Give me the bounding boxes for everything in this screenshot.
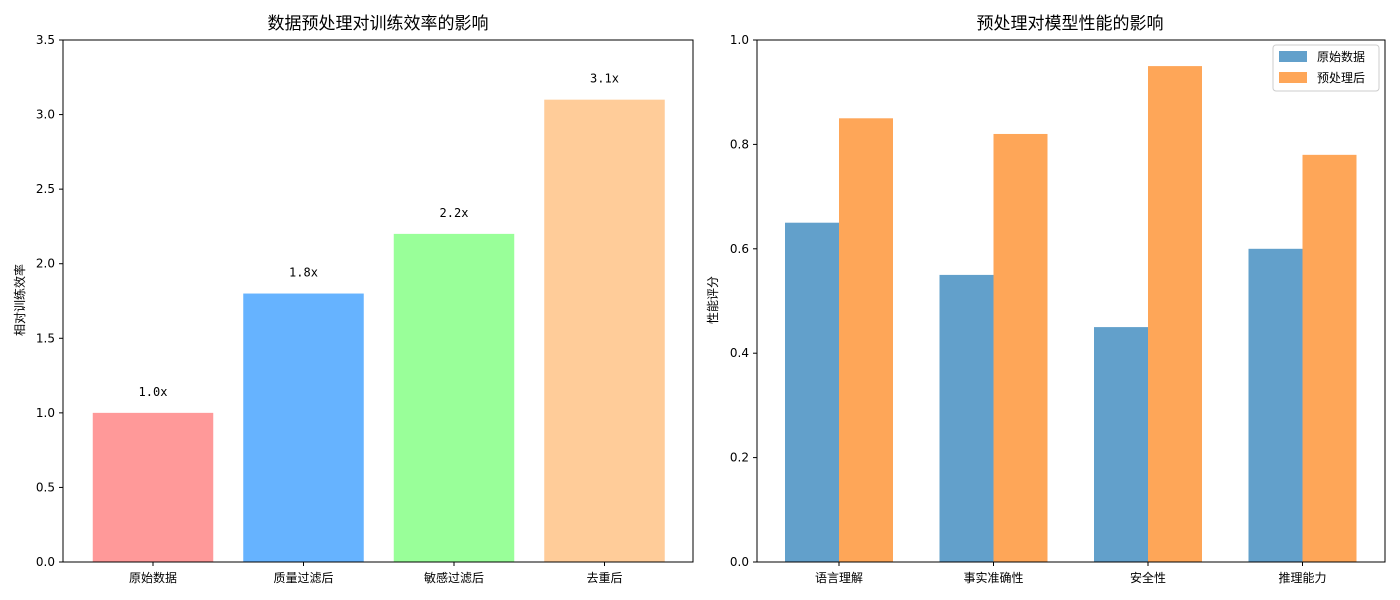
performance-chart: 预处理对模型性能的影响 性能评分 0.0 0.2 0.4 0.6 0.8 1.0 语言理解… xyxy=(706,14,1386,585)
bar-series-1-3 xyxy=(1148,66,1202,562)
legend-swatch-series-1 xyxy=(1279,72,1307,83)
x-tick-label: 质量过滤后 xyxy=(273,571,333,585)
x-tick-label: 事实准确性 xyxy=(963,570,1023,585)
y-tick-label: 0.2 xyxy=(730,451,749,465)
x-tick-label: 安全性 xyxy=(1130,570,1166,585)
y-tick-label: 3.0 xyxy=(36,108,55,122)
chart-title: 数据预处理对训练效率的影响 xyxy=(268,14,489,34)
bar-series-0-4 xyxy=(1248,248,1303,563)
bar-series-0-1 xyxy=(785,222,839,562)
y-tick-label: 2.5 xyxy=(36,182,55,196)
x-axis-ticks: 原始数据 质量过滤后 敏感过滤后 去重后 xyxy=(129,562,623,585)
bar-series-1-2 xyxy=(993,133,1048,562)
y-tick-label: 0.4 xyxy=(730,346,749,360)
bar-4 xyxy=(544,99,665,563)
legend: 原始数据 预处理后 xyxy=(1272,44,1380,92)
y-tick-label: 1.0 xyxy=(36,406,55,420)
legend-label-series-0: 原始数据 xyxy=(1317,49,1365,64)
bar-series-1-1 xyxy=(839,118,893,563)
y-tick-label: 0.0 xyxy=(730,555,749,569)
y-tick-label: 0.8 xyxy=(730,137,749,151)
x-tick-label: 原始数据 xyxy=(129,570,177,585)
bar-group xyxy=(92,99,665,563)
data-label: 1.0x xyxy=(139,385,168,399)
bar-2 xyxy=(243,293,364,562)
x-tick-label: 敏感过滤后 xyxy=(424,570,484,585)
x-tick-label: 语言理解 xyxy=(815,571,863,585)
data-label: 1.8x xyxy=(289,266,318,280)
data-label: 2.2x xyxy=(440,206,469,220)
x-tick-label: 推理能力 xyxy=(1278,571,1326,585)
y-tick-label: 0.6 xyxy=(730,242,749,256)
x-axis-ticks: 语言理解 事实准确性 安全性 推理能力 xyxy=(815,562,1327,585)
y-axis-ticks: 0.0 0.2 0.4 0.6 0.8 1.0 xyxy=(730,33,757,569)
y-axis-label: 相对训练效率 xyxy=(12,264,27,336)
x-tick-label: 去重后 xyxy=(586,571,622,585)
data-label-group: 1.0x 1.8x 2.2x 3.1x xyxy=(139,72,619,399)
data-label: 3.1x xyxy=(590,72,619,86)
legend-label-series-1: 预处理后 xyxy=(1317,71,1365,85)
y-tick-label: 3.5 xyxy=(36,33,55,47)
bar-series-1-4 xyxy=(1302,154,1357,562)
y-tick-label: 2.0 xyxy=(36,257,55,271)
y-axis-label: 性能评分 xyxy=(706,276,720,324)
bar-group xyxy=(785,66,1357,563)
y-tick-label: 0.5 xyxy=(36,480,55,494)
legend-swatch-series-0 xyxy=(1279,51,1307,62)
bar-series-0-3 xyxy=(1094,327,1148,562)
plot-frame xyxy=(62,39,694,563)
y-tick-label: 0.0 xyxy=(36,555,55,569)
chart-title: 预处理对模型性能的影响 xyxy=(977,14,1164,34)
efficiency-chart: 数据预处理对训练效率的影响 相对训练效率 1.0x 1.8x 2.2x 3.1x 0.… xyxy=(12,14,694,585)
plot-frame xyxy=(756,39,1386,563)
bar-series-0-2 xyxy=(939,274,994,562)
bar-1 xyxy=(92,412,214,562)
y-tick-label: 1.5 xyxy=(36,331,55,345)
y-tick-label: 1.0 xyxy=(730,33,749,47)
bar-3 xyxy=(393,233,515,562)
y-axis-ticks: 0.0 0.5 1.0 1.5 2.0 2.5 3.0 3.5 xyxy=(36,33,63,569)
